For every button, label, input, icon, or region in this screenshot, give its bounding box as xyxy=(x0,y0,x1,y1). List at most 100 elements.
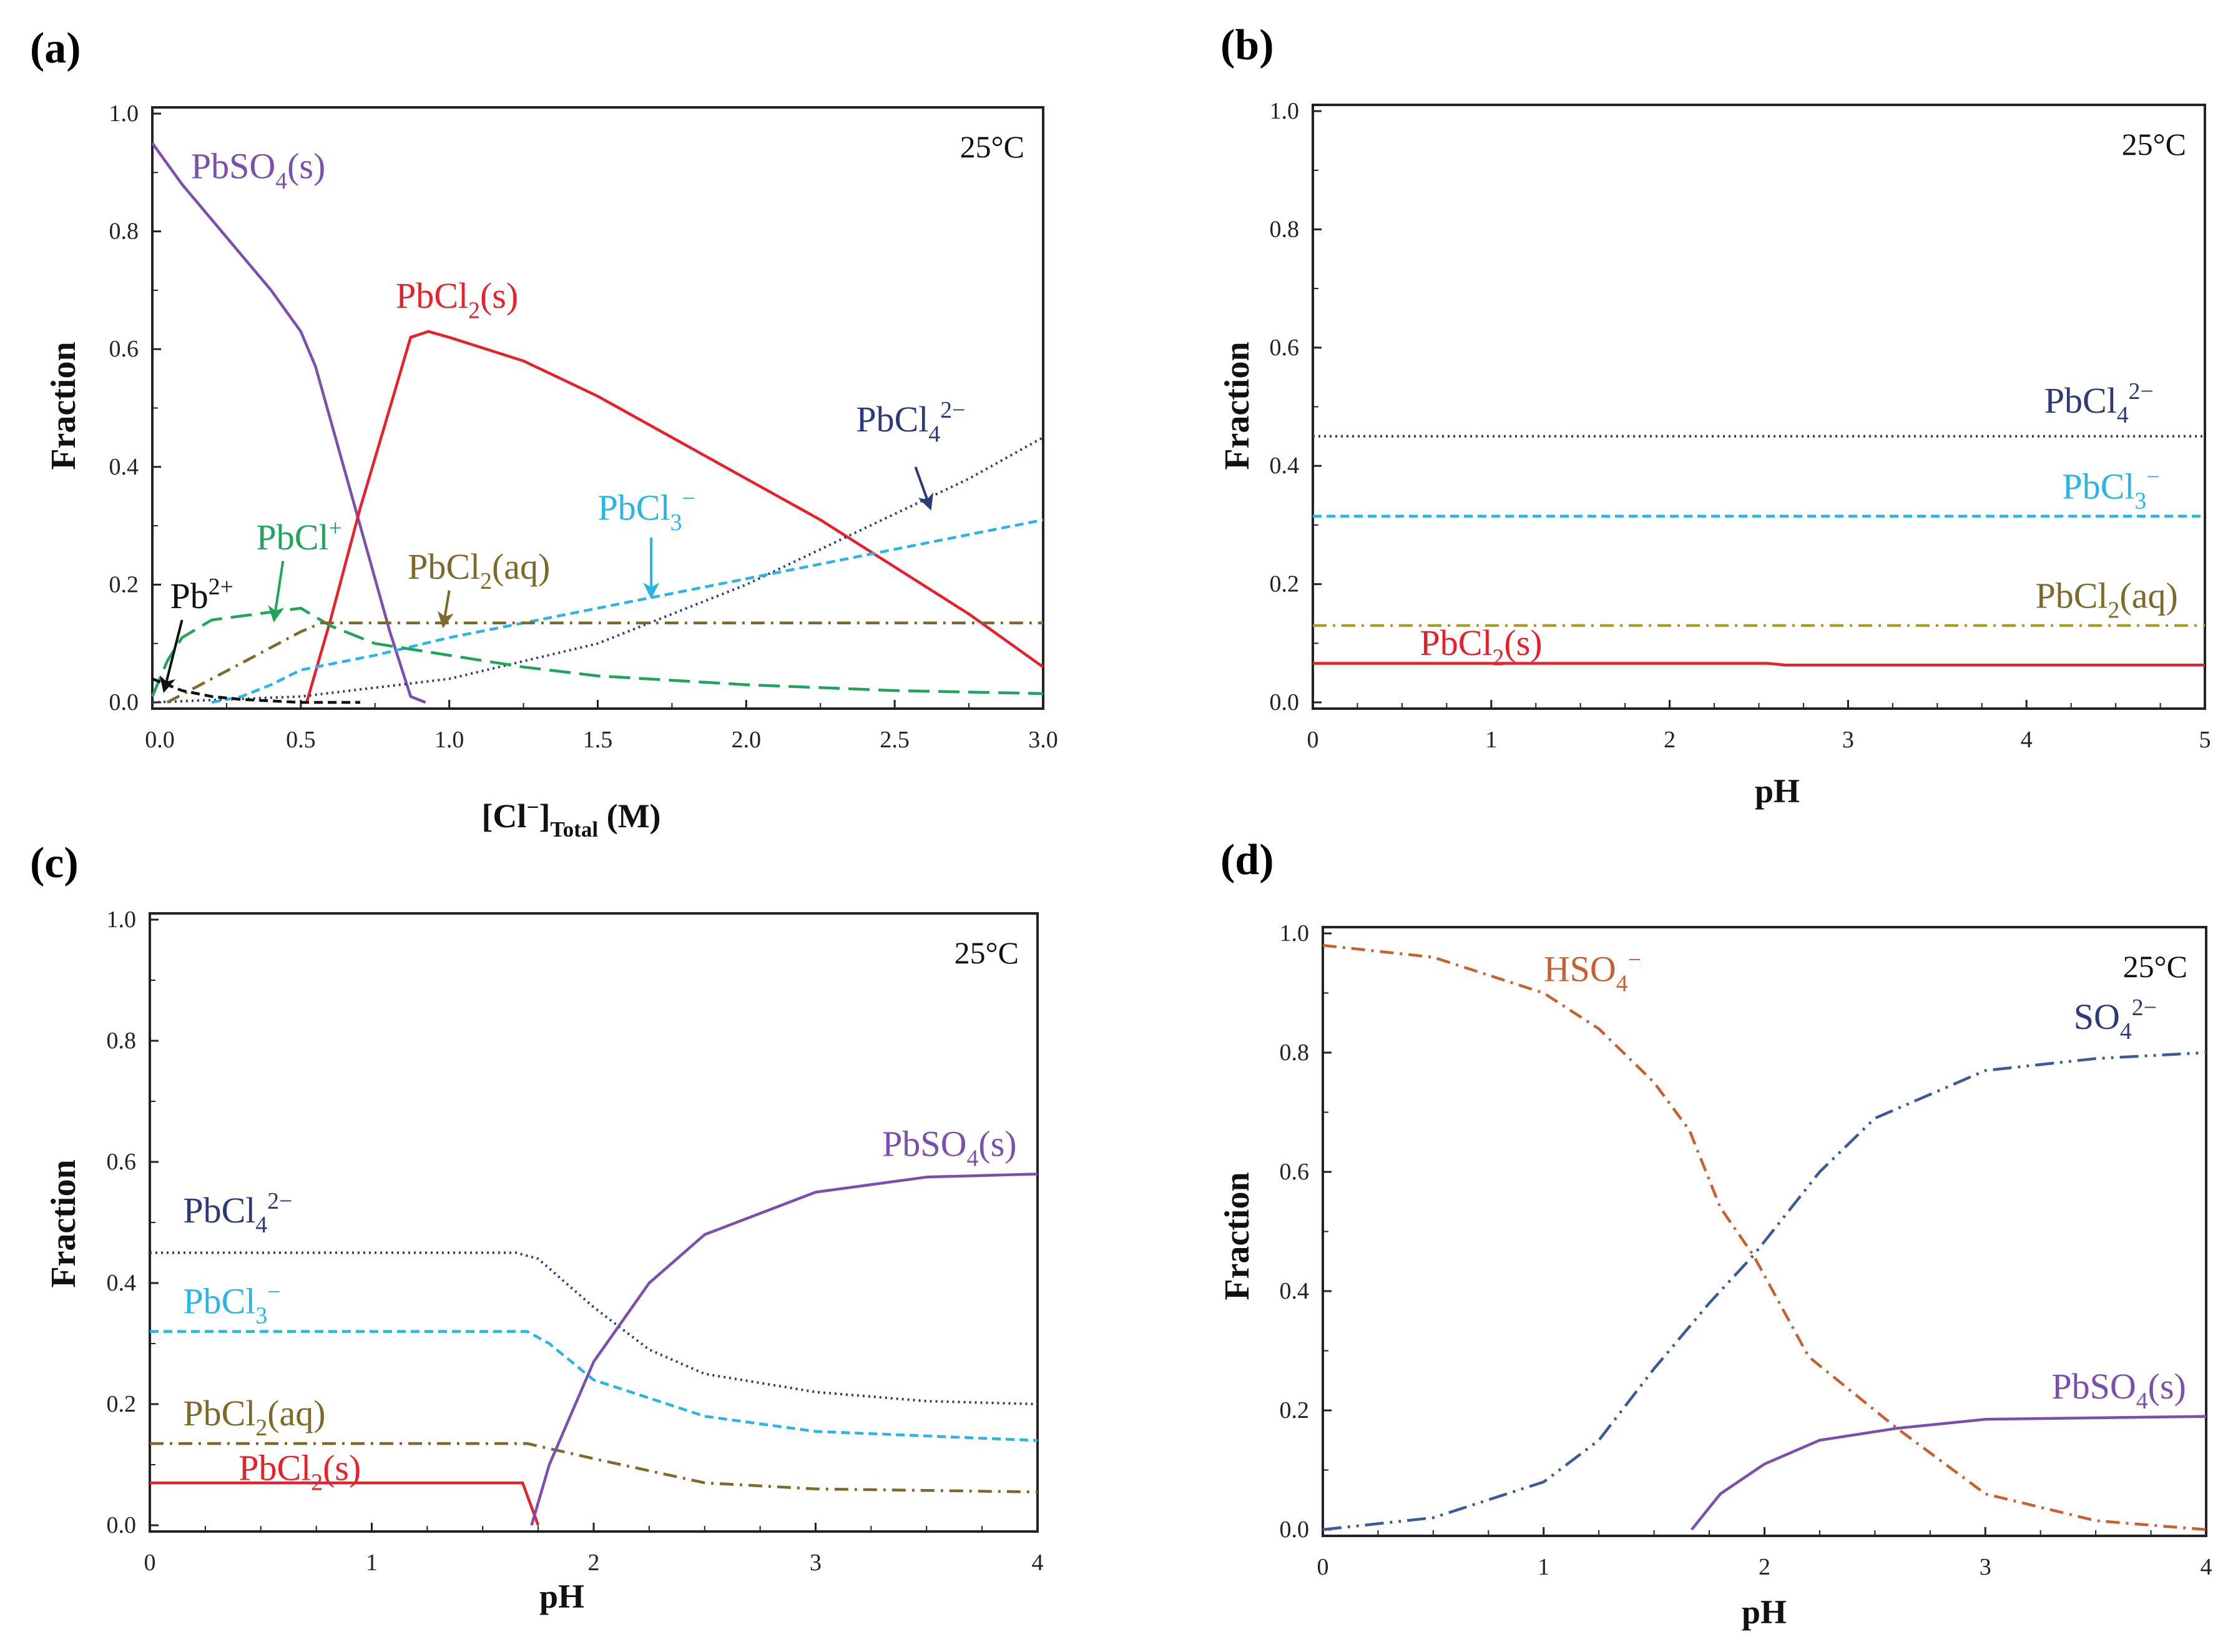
series-annotation-segment: SO xyxy=(2074,996,2120,1037)
series-annotation: PbCl3− xyxy=(598,486,695,536)
x-tick-label: 5 xyxy=(2199,727,2211,753)
y-tick-label: 0.8 xyxy=(1270,216,1300,242)
y-tick-label: 0.8 xyxy=(107,1028,137,1054)
series-annotation: PbCl42− xyxy=(183,1188,292,1238)
series-annotation-segment: 3 xyxy=(670,509,682,536)
chart-panel-b: (b) 0.0 0.2 0.4 0.6 0.8 1.0 0 1 2 3 4 5 Fraction pH 25°… xyxy=(1218,21,2211,810)
temperature-label: 25°C xyxy=(960,129,1024,164)
series-annotation: PbCl2(s) xyxy=(396,275,518,323)
y-tick-label: 0.2 xyxy=(1280,1397,1310,1423)
series-annotation-segment: 4 xyxy=(275,168,287,194)
annotation-arrow xyxy=(268,561,285,622)
series-annotation-segment: 4 xyxy=(255,1212,267,1238)
x-axis-label-segment: ] xyxy=(539,797,550,835)
y-axis-label: Fraction xyxy=(44,1159,83,1287)
plot-frame xyxy=(149,912,1039,1533)
series-annotation-segment: 2 xyxy=(1493,644,1504,671)
y-tick-label: 1.0 xyxy=(109,101,139,127)
x-tick-label: 2 xyxy=(1664,727,1676,753)
series-line-pb2- xyxy=(152,677,360,704)
x-tick-label: 4 xyxy=(1032,1550,1044,1576)
series-annotation-segment: PbCl xyxy=(408,546,480,587)
x-tick-label: 4 xyxy=(2201,1554,2212,1580)
x-tick-label: 1.5 xyxy=(583,727,613,753)
x-tick-label: 0 xyxy=(1317,1554,1329,1580)
series-line-pbcl2-s- xyxy=(150,1481,540,1526)
series-annotation-segment: − xyxy=(1628,946,1641,973)
y-tick-label: 0.2 xyxy=(1270,571,1300,597)
y-tick-label: 0.0 xyxy=(107,1512,137,1538)
y-tick-label: 0.6 xyxy=(1280,1159,1310,1185)
x-tick-label: 3 xyxy=(1980,1554,1991,1580)
series-annotation: PbSO4(s) xyxy=(191,146,325,194)
y-tick-label: 0.4 xyxy=(1280,1278,1310,1304)
series-annotation-segment: + xyxy=(329,515,342,541)
series-annotation-segment: (s) xyxy=(2148,1366,2186,1407)
annotation-arrow xyxy=(159,619,184,694)
y-tick-label: 0.8 xyxy=(1280,1040,1310,1066)
series-annotation-segment: (aq) xyxy=(492,546,550,587)
series-annotation-segment: PbCl xyxy=(2062,466,2134,506)
series-annotation-segment: 2− xyxy=(267,1188,292,1214)
series-annotation-segment: 3 xyxy=(2134,488,2146,514)
x-axis-label-segment: Total xyxy=(550,817,598,842)
x-tick-label: 1 xyxy=(366,1550,378,1576)
y-tick-label: 0.2 xyxy=(109,571,139,597)
series-annotation-segment: 2 xyxy=(311,1469,323,1495)
x-tick-label: 2.0 xyxy=(732,727,762,753)
x-axis-label-segment: [Cl xyxy=(481,797,526,835)
x-tick-label: 0 xyxy=(144,1550,156,1576)
series-annotation-segment: − xyxy=(267,1279,280,1305)
x-axis-label-segment: pH xyxy=(1755,772,1800,810)
y-tick-label: 0.2 xyxy=(107,1391,137,1417)
y-tick-label: 0.4 xyxy=(1270,453,1300,479)
series-annotation-segment: (s) xyxy=(978,1123,1016,1164)
series-annotation-segment: 4 xyxy=(2117,402,2129,428)
series-annotation-segment: PbCl xyxy=(856,399,928,440)
annotation-arrow xyxy=(914,466,934,511)
series-line-pbso4-s- xyxy=(1691,1415,2207,1531)
series-line-pbcl3- xyxy=(211,518,1044,704)
x-axis-label-segment: (M) xyxy=(598,797,660,835)
series-annotation: PbSO4(s) xyxy=(882,1123,1016,1171)
series-annotation: SO42− xyxy=(2074,995,2157,1045)
x-tick-label: 3.0 xyxy=(1028,727,1058,753)
series-annotation: PbCl2(s) xyxy=(1420,622,1542,671)
chart-panel-a: (a) 0.0 0.2 0.4 0.6 0.8 1.0 0.0 0.5 1.0 1.5 2.0 2.5 3… xyxy=(30,24,1058,842)
series-annotation-segment: (s) xyxy=(480,275,518,316)
series-annotation-segment: 2 xyxy=(468,297,480,323)
x-tick-label: 2 xyxy=(1759,1554,1770,1580)
series-annotation: PbCl2(s) xyxy=(238,1447,361,1495)
series-annotation-segment: PbCl xyxy=(2044,380,2117,421)
series-annotation: PbCl2(aq) xyxy=(2035,575,2177,623)
series-annotation-segment: 3 xyxy=(255,1303,267,1329)
temperature-label: 25°C xyxy=(955,935,1019,970)
series-line-so4-2- xyxy=(1322,1051,2207,1532)
series-annotation-segment: PbCl xyxy=(183,1190,255,1231)
series-annotation-segment: 4 xyxy=(2136,1388,2148,1414)
series-annotation-segment: (s) xyxy=(287,146,325,187)
y-tick-label: 1.0 xyxy=(107,907,137,933)
x-tick-label: 4 xyxy=(2021,727,2033,753)
y-tick-label: 0.6 xyxy=(107,1149,137,1175)
series-annotation-segment: PbSO xyxy=(882,1123,966,1164)
x-tick-label: 1.0 xyxy=(434,727,464,753)
series-annotation: PbCl42− xyxy=(2044,378,2154,428)
x-tick-label: 2 xyxy=(588,1550,600,1576)
y-tick-label: 0.4 xyxy=(109,454,139,480)
series-line-pbcl- xyxy=(150,606,1044,697)
series-line-pbso4-s- xyxy=(151,142,426,704)
x-tick-label: 3 xyxy=(1842,727,1854,753)
y-axis-label: Fraction xyxy=(44,342,83,470)
series-annotation-segment: PbCl xyxy=(238,1447,311,1488)
series-annotation: HSO4− xyxy=(1544,946,1641,996)
x-tick-label: 0.0 xyxy=(145,727,175,753)
series-annotation-segment: (aq) xyxy=(267,1393,325,1433)
x-axis-label: pH xyxy=(539,1578,584,1615)
series-annotation-segment: HSO xyxy=(1544,948,1616,989)
series-annotation-segment: 2− xyxy=(2129,378,2154,405)
chart-panel-c: (c) 0.0 0.2 0.4 0.6 0.8 1.0 0 1 2 3 4 Fraction pH 25°C… xyxy=(30,839,1044,1615)
series-annotation: PbCl+ xyxy=(256,515,341,558)
x-tick-label: 2.5 xyxy=(880,727,910,753)
